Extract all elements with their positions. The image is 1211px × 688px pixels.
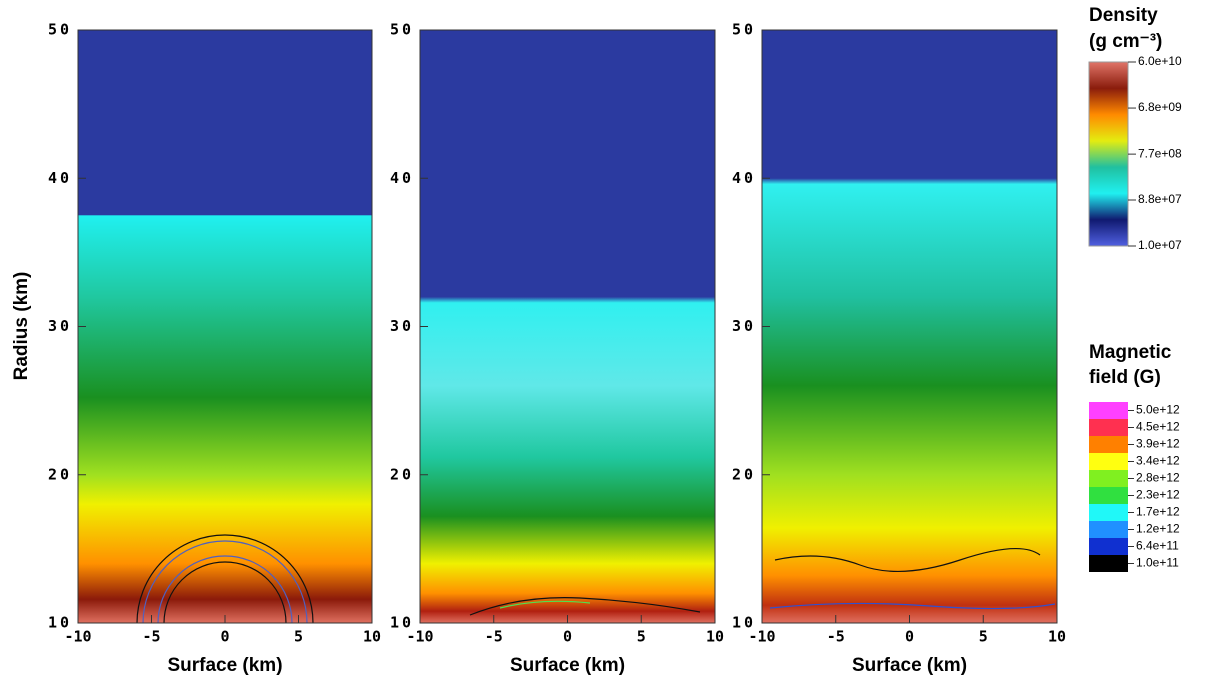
colorbar-tick-label: 1.7e+12 [1136, 505, 1180, 519]
heatmap [420, 30, 715, 623]
x-tick-label: 5 [294, 628, 303, 646]
heatmap [78, 30, 372, 623]
y-tick-label: 30 [732, 317, 756, 335]
x-tick-label: 10 [706, 628, 724, 646]
colorbar-tick-label: 6.4e+11 [1136, 539, 1179, 553]
colorbar-tick-label: 1.0e+07 [1138, 238, 1182, 252]
level-swatch [1089, 470, 1128, 487]
y-tick-label: 40 [390, 169, 414, 187]
colorbar-tick-label: 6.8e+09 [1138, 100, 1182, 114]
heatmap [762, 30, 1057, 623]
level-swatch [1089, 521, 1128, 538]
colorbar-tick-label: 7.7e+08 [1138, 146, 1182, 160]
colorbar-title: Magnetic [1089, 342, 1172, 363]
y-tick-label: 10 [732, 614, 756, 632]
x-tick-label: 0 [220, 628, 229, 646]
y-tick-label: 40 [732, 169, 756, 187]
x-tick-label: -5 [827, 628, 845, 646]
y-tick-label: 50 [732, 21, 756, 39]
x-tick-label: 0 [905, 628, 914, 646]
y-axis-label: Radius (km) [11, 272, 32, 381]
x-tick-label: -10 [748, 628, 775, 646]
level-swatch [1089, 436, 1128, 453]
level-swatch [1089, 538, 1128, 555]
level-swatch [1089, 555, 1128, 572]
colorbar-tick-label: 5.0e+12 [1136, 403, 1180, 417]
y-tick-label: 20 [732, 465, 756, 483]
y-tick-label: 30 [390, 317, 414, 335]
level-swatch [1089, 487, 1128, 504]
y-tick-label: 20 [48, 465, 72, 483]
colorbar-unit: field (G) [1089, 367, 1161, 388]
y-tick-label: 10 [390, 614, 414, 632]
y-tick-label: 30 [48, 317, 72, 335]
level-swatch [1089, 419, 1128, 436]
x-tick-label: -10 [406, 628, 433, 646]
colorbar-tick-label: 2.3e+12 [1136, 488, 1180, 502]
x-tick-label: 0 [563, 628, 572, 646]
y-tick-label: 40 [48, 169, 72, 187]
x-tick-label: 5 [637, 628, 646, 646]
colorbar-tick-label: 4.5e+12 [1136, 420, 1180, 434]
colorbar-tick-label: 1.0e+11 [1136, 556, 1179, 570]
colorbar-tick-label: 3.4e+12 [1136, 454, 1180, 468]
colorbar-tick-label: 1.2e+12 [1136, 522, 1180, 536]
y-tick-label: 50 [48, 21, 72, 39]
x-tick-label: 5 [979, 628, 988, 646]
x-axis-label: Surface (km) [167, 655, 282, 676]
x-tick-label: 10 [363, 628, 381, 646]
colorbar-tick-label: 2.8e+12 [1136, 471, 1180, 485]
colorbar-unit: (g cm⁻³) [1089, 31, 1162, 52]
level-swatch [1089, 504, 1128, 521]
y-tick-label: 10 [48, 614, 72, 632]
y-tick-label: 50 [390, 21, 414, 39]
y-tick-label: 20 [390, 465, 414, 483]
level-swatch [1089, 402, 1128, 419]
x-tick-label: 10 [1048, 628, 1066, 646]
contours [136, 534, 1056, 624]
colorbar-tick-label: 3.9e+12 [1136, 437, 1180, 451]
colorbar [1088, 61, 1129, 247]
x-tick-label: -10 [64, 628, 91, 646]
level-swatch [1089, 453, 1128, 470]
colorbar-tick-label: 8.8e+07 [1138, 192, 1182, 206]
x-axis-label: Surface (km) [852, 655, 967, 676]
colorbar-tick-label: 6.0e+10 [1138, 54, 1182, 68]
x-tick-label: -5 [485, 628, 503, 646]
colorbar-title: Density [1089, 5, 1158, 26]
x-axis-label: Surface (km) [510, 655, 625, 676]
x-tick-label: -5 [142, 628, 160, 646]
